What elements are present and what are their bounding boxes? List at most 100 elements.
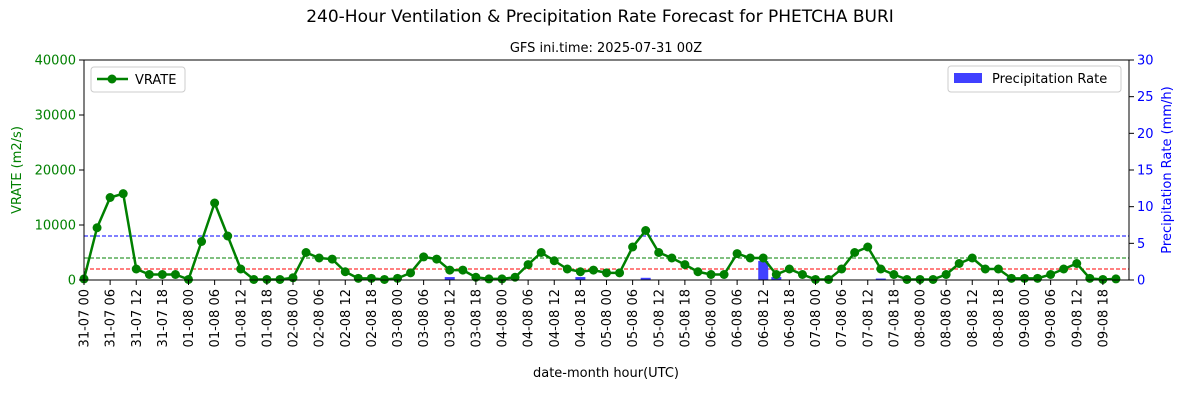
x-tick-label: 04-08 06 xyxy=(522,289,537,347)
x-tick-label: 04-08 12 xyxy=(548,289,563,347)
x-tick-label: 07-08 00 xyxy=(809,289,824,347)
vrate-point xyxy=(784,264,794,274)
x-tick-label: 01-08 06 xyxy=(208,289,223,347)
y-axis-left-label: VRATE (m2/s) xyxy=(10,126,25,214)
x-tick-label: 08-08 18 xyxy=(992,289,1007,347)
vrate-point xyxy=(523,260,533,270)
x-tick-label: 06-08 18 xyxy=(783,289,798,347)
y-axis-right: 0 5 10 15 20 25 30 xyxy=(1129,54,1154,289)
vrate-point xyxy=(667,253,677,263)
vrate-series xyxy=(79,189,1121,284)
x-tick-label: 02-08 18 xyxy=(365,289,380,347)
vrate-point xyxy=(863,242,873,252)
vrate-point xyxy=(1111,274,1121,284)
vrate-point xyxy=(275,274,285,284)
vrate-point xyxy=(1006,273,1016,283)
vrate-point xyxy=(197,237,207,246)
vrate-point xyxy=(850,248,860,257)
x-tick-label: 31-07 00 xyxy=(78,289,93,347)
vrate-point xyxy=(902,274,912,284)
vrate-point xyxy=(641,226,651,235)
plot-frame xyxy=(83,59,1130,281)
y-axis-right-label: Precipitation Rate (mm/h) xyxy=(1160,86,1175,253)
chart-title: 240-Hour Ventilation & Precipitation Rat… xyxy=(306,7,894,27)
y-right-tick-label: 15 xyxy=(1137,164,1154,179)
legend-vrate-marker xyxy=(107,74,117,84)
x-tick-label: 07-08 12 xyxy=(861,289,876,347)
x-tick-label: 05-08 06 xyxy=(626,289,641,347)
y-axis-left: 0 10000 20000 30000 40000 xyxy=(35,54,84,289)
vrate-point xyxy=(210,198,220,208)
vrate-point xyxy=(811,274,820,284)
vrate-point xyxy=(954,259,964,268)
legend-vrate: VRATE xyxy=(90,66,186,93)
vrate-point xyxy=(719,270,729,279)
vrate-point xyxy=(575,267,585,277)
y-right-tick-label: 10 xyxy=(1137,200,1154,215)
vrate-point xyxy=(549,256,559,266)
vrate-point xyxy=(105,193,115,202)
x-tick-label: 04-08 18 xyxy=(574,289,589,347)
x-tick-label: 03-08 12 xyxy=(443,289,458,347)
y-right-tick-label: 25 xyxy=(1137,90,1154,105)
vrate-point xyxy=(588,265,598,275)
vrate-point xyxy=(301,248,311,257)
vrate-point xyxy=(680,260,690,270)
x-tick-label: 09-08 18 xyxy=(1096,289,1111,347)
x-tick-label: 07-08 18 xyxy=(887,289,902,347)
legend-vrate-label: VRATE xyxy=(135,73,176,88)
vrate-point xyxy=(562,264,572,274)
precipitation-bar xyxy=(640,277,651,280)
y-left-tick-label: 20000 xyxy=(35,164,76,179)
x-tick-label: 31-07 18 xyxy=(156,289,171,347)
vrate-point xyxy=(497,274,507,284)
vrate-point xyxy=(249,274,259,284)
vrate-point xyxy=(1059,264,1069,274)
vrate-point xyxy=(654,248,664,257)
vrate-point xyxy=(262,274,272,284)
vrate-point xyxy=(131,264,141,274)
vrate-point xyxy=(693,267,703,277)
vrate-point xyxy=(484,274,494,284)
vrate-point xyxy=(366,273,376,283)
vrate-point xyxy=(928,274,938,284)
vrate-point xyxy=(92,223,102,233)
vrate-point xyxy=(236,264,246,274)
vrate-point xyxy=(993,264,1003,274)
x-tick-label: 07-08 06 xyxy=(835,289,850,347)
vrate-point xyxy=(915,274,925,284)
reference-lines xyxy=(84,235,1129,270)
x-tick-label: 05-08 00 xyxy=(600,289,615,347)
x-tick-label: 06-08 00 xyxy=(705,289,720,347)
y-right-tick-label: 30 xyxy=(1137,54,1154,69)
x-tick-label: 06-08 12 xyxy=(757,289,772,347)
vrate-point xyxy=(432,254,442,264)
x-tick-label: 02-08 12 xyxy=(339,289,354,347)
vrate-point xyxy=(353,273,363,283)
vrate-point xyxy=(1046,270,1056,279)
vrate-point xyxy=(967,253,977,263)
y-right-tick-label: 20 xyxy=(1137,127,1154,142)
y-left-tick-label: 10000 xyxy=(35,219,76,234)
y-left-tick-label: 30000 xyxy=(35,109,76,124)
vrate-point xyxy=(889,270,899,279)
x-tick-label: 08-08 06 xyxy=(940,289,955,347)
legend-precipitation-swatch xyxy=(954,73,982,83)
x-tick-label: 02-08 06 xyxy=(313,289,328,347)
vrate-point xyxy=(980,264,990,274)
vrate-point xyxy=(536,248,546,257)
x-tick-label: 01-08 00 xyxy=(182,289,197,347)
vrate-point xyxy=(771,270,781,279)
y-left-tick-label: 40000 xyxy=(35,54,76,69)
x-tick-label: 08-08 00 xyxy=(914,289,929,347)
x-tick-label: 01-08 12 xyxy=(234,289,249,347)
precipitation-bar xyxy=(444,277,455,280)
chart-subtitle: GFS ini.time: 2025-07-31 00Z xyxy=(510,41,702,56)
vrate-point xyxy=(458,265,468,275)
x-tick-label: 09-08 06 xyxy=(1044,289,1059,347)
x-axis: 31-07 00 31-07 06 31-07 12 31-07 18 01-08 00… xyxy=(78,280,1111,347)
x-tick-label: 02-08 00 xyxy=(287,289,302,347)
vrate-point xyxy=(706,270,716,279)
vrate-point xyxy=(745,253,755,263)
